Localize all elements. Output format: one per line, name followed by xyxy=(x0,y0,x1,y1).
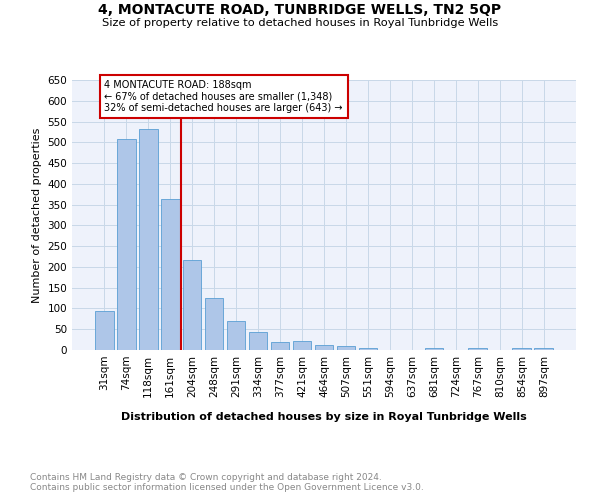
Bar xyxy=(95,312,113,350)
Bar xyxy=(249,332,268,350)
Bar xyxy=(535,348,553,350)
Text: 4 MONTACUTE ROAD: 188sqm
← 67% of detached houses are smaller (1,348)
32% of sem: 4 MONTACUTE ROAD: 188sqm ← 67% of detach… xyxy=(104,80,343,113)
Bar xyxy=(337,346,355,350)
Bar xyxy=(314,345,334,350)
Bar xyxy=(293,342,311,350)
Bar xyxy=(359,348,377,350)
Bar xyxy=(117,140,136,350)
Text: Contains HM Land Registry data © Crown copyright and database right 2024.: Contains HM Land Registry data © Crown c… xyxy=(30,472,382,482)
Text: Distribution of detached houses by size in Royal Tunbridge Wells: Distribution of detached houses by size … xyxy=(121,412,527,422)
Bar xyxy=(161,199,179,350)
Bar xyxy=(512,348,531,350)
Bar xyxy=(183,260,202,350)
Text: 4, MONTACUTE ROAD, TUNBRIDGE WELLS, TN2 5QP: 4, MONTACUTE ROAD, TUNBRIDGE WELLS, TN2 … xyxy=(98,2,502,16)
Bar xyxy=(271,342,289,350)
Text: Size of property relative to detached houses in Royal Tunbridge Wells: Size of property relative to detached ho… xyxy=(102,18,498,28)
Text: Contains public sector information licensed under the Open Government Licence v3: Contains public sector information licen… xyxy=(30,484,424,492)
Bar xyxy=(469,348,487,350)
Bar xyxy=(139,128,158,350)
Y-axis label: Number of detached properties: Number of detached properties xyxy=(32,128,42,302)
Bar xyxy=(205,298,223,350)
Bar xyxy=(425,348,443,350)
Bar xyxy=(227,321,245,350)
